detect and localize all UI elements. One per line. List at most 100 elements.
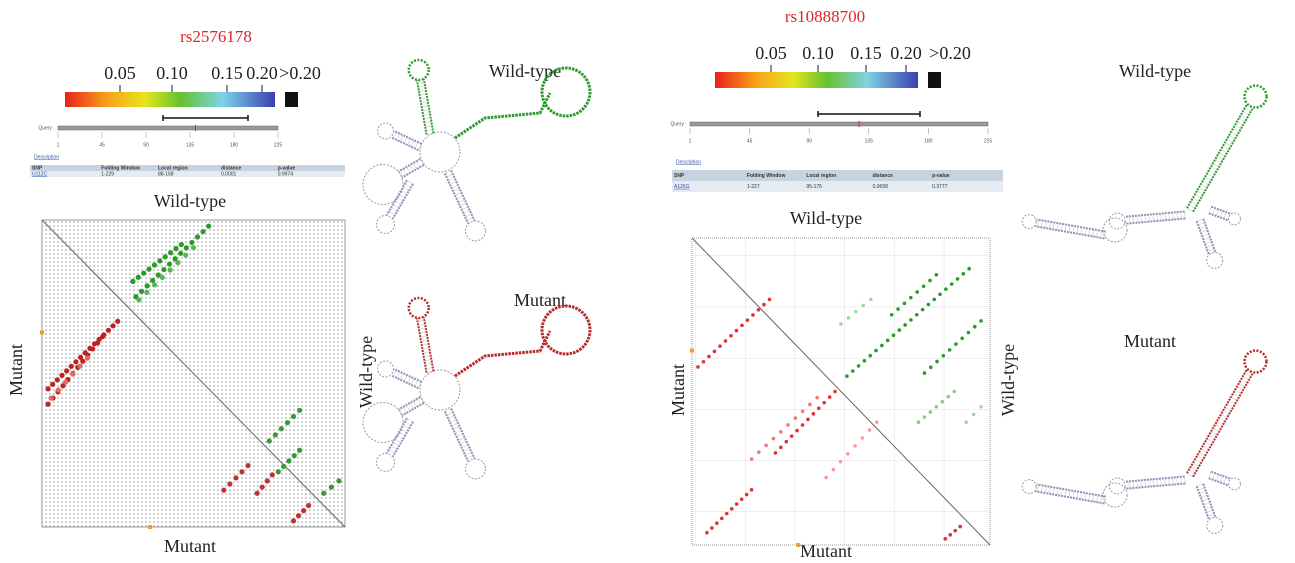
pair-dot: [839, 322, 843, 326]
base-pair: [1156, 478, 1158, 486]
base-pair: [1212, 207, 1216, 215]
base-pair: [1148, 214, 1150, 222]
base-pair: [402, 168, 407, 176]
base-pair: [1218, 152, 1226, 157]
pair-dot: [764, 443, 768, 448]
loop: [1227, 212, 1241, 226]
pair-dot: [838, 459, 843, 464]
base-pair: [449, 181, 457, 185]
base-pair: [1216, 474, 1219, 482]
base-pair: [423, 351, 431, 354]
base-pair: [1240, 114, 1248, 119]
base-pair: [417, 319, 425, 322]
base-pair: [416, 160, 421, 168]
pair-dot: [854, 309, 858, 314]
base-pair: [1210, 166, 1218, 171]
base-pair: [1164, 213, 1166, 221]
base-pair: [418, 323, 426, 326]
pair-dot: [70, 371, 76, 377]
table-cell: 95-175: [806, 184, 822, 190]
matrix-top-label: Wild-type: [790, 208, 862, 228]
base-pair: [1223, 477, 1227, 484]
table-row: [672, 181, 1003, 192]
pair-dot: [909, 318, 913, 322]
pair-dot: [947, 348, 952, 352]
base-pair: [1210, 431, 1218, 436]
base-pair: [420, 97, 428, 100]
base-pair: [1226, 138, 1234, 143]
pair-dot: [206, 223, 212, 229]
base-pair: [418, 381, 422, 389]
base-pair: [1230, 131, 1238, 136]
base-pair: [421, 105, 429, 108]
loop: [377, 360, 395, 378]
pair-dot: [254, 490, 260, 496]
pair-dot: [200, 228, 206, 235]
pair-dot: [952, 389, 957, 394]
pair-dot: [756, 307, 761, 312]
loop: [1243, 84, 1268, 109]
base-pair: [396, 133, 400, 141]
pair-dot: [54, 377, 60, 383]
pair-dot: [73, 359, 79, 365]
base-pair: [413, 400, 418, 408]
pair-dot: [846, 316, 851, 320]
pair-dot: [909, 295, 913, 300]
base-pair: [1219, 210, 1223, 218]
pair-dot: [800, 423, 805, 427]
pair-dot: [915, 290, 920, 294]
base-pair: [392, 131, 397, 139]
pair-dot: [779, 445, 783, 450]
loop: [1206, 516, 1224, 534]
base-pair: [1160, 213, 1162, 221]
base-pair: [1190, 466, 1198, 471]
marker: [40, 330, 44, 335]
pair-dot: [729, 507, 734, 511]
base-pair: [425, 125, 433, 127]
base-pair: [422, 109, 430, 112]
pair-dot: [290, 518, 297, 524]
pair-dot: [189, 239, 195, 246]
base-pair: [1052, 487, 1055, 495]
color-scale: [715, 72, 918, 88]
pair-dot: [183, 252, 189, 258]
base-pair: [1192, 462, 1200, 467]
base-pair: [1064, 489, 1067, 497]
pair-dot: [967, 266, 971, 271]
base-pair: [1128, 481, 1130, 489]
pair-dot: [138, 288, 145, 294]
loop: [1102, 217, 1128, 243]
pair-dot: [833, 389, 837, 394]
pair-dot: [928, 278, 932, 283]
base-pair: [414, 142, 419, 149]
pair-dot: [95, 340, 101, 346]
base-pair: [1104, 231, 1106, 239]
base-pair: [388, 449, 396, 454]
base-pair: [1196, 218, 1204, 222]
query-tick-label: 135: [186, 142, 195, 148]
base-pair: [1186, 473, 1194, 477]
table-header-cell: p-value: [278, 165, 296, 171]
base-pair: [1192, 197, 1200, 202]
base-pair: [1222, 145, 1230, 150]
pair-dot: [767, 297, 772, 302]
base-pair: [1176, 477, 1178, 485]
pair-dot: [151, 282, 158, 288]
description-link: Description: [34, 154, 59, 160]
scale-label: >0.20: [929, 43, 971, 63]
base-pair: [1148, 479, 1150, 487]
base-pair: [425, 129, 433, 131]
scale-overflow: [285, 92, 298, 107]
pair-dot: [914, 312, 919, 317]
pair-dot: [306, 502, 312, 509]
pair-dot: [944, 287, 948, 291]
pair-dot: [194, 234, 201, 240]
pair-dot: [860, 436, 865, 440]
stem: [1208, 212, 1228, 222]
base-pair: [1212, 428, 1220, 432]
base-pair: [418, 327, 426, 330]
pair-dot: [135, 274, 141, 280]
pair-dot: [290, 413, 297, 420]
base-pair: [459, 440, 467, 445]
base-pair: [407, 376, 411, 384]
